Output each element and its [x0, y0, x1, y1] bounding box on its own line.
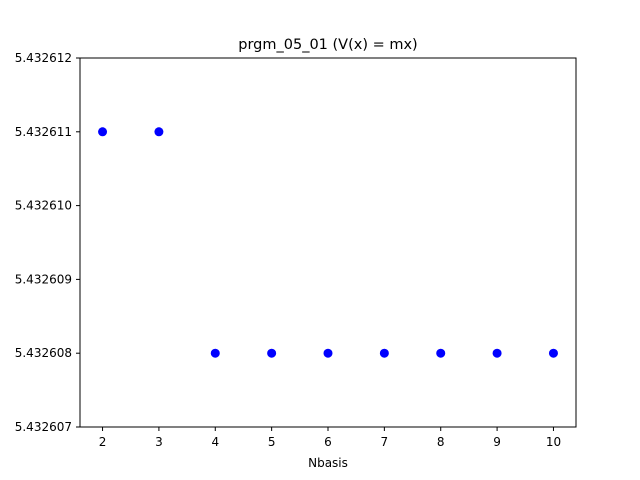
data-series — [98, 127, 558, 358]
x-tick-label: 3 — [155, 435, 163, 449]
x-tick-label: 2 — [99, 435, 107, 449]
y-tick-label: 5.432608 — [15, 346, 72, 360]
data-point — [98, 127, 108, 137]
x-tick-label: 7 — [381, 435, 389, 449]
y-axis-ticks: 5.432607 5.432608 5.432609 5.432610 5.432611… — [15, 51, 80, 434]
x-tick-label: 10 — [546, 435, 561, 449]
y-tick-label: 5.432611 — [15, 125, 72, 139]
data-point — [323, 348, 333, 358]
data-point — [548, 348, 558, 358]
data-point — [436, 348, 446, 358]
data-point — [210, 348, 220, 358]
x-tick-label: 5 — [268, 435, 276, 449]
y-tick-label: 5.432607 — [15, 420, 72, 434]
x-axis-label: Nbasis — [308, 456, 348, 470]
y-tick-label: 5.432612 — [15, 51, 72, 65]
data-point — [154, 127, 164, 137]
x-tick-label: 8 — [437, 435, 445, 449]
data-point — [379, 348, 389, 358]
x-tick-label: 9 — [493, 435, 501, 449]
data-point — [267, 348, 277, 358]
y-tick-label: 5.432610 — [15, 199, 72, 213]
x-tick-label: 6 — [324, 435, 332, 449]
data-point — [492, 348, 502, 358]
x-tick-label: 4 — [211, 435, 219, 449]
chart-title: prgm_05_01 (V(x) = mx) — [238, 37, 417, 53]
y-tick-label: 5.432609 — [15, 272, 72, 286]
x-axis-ticks: 2 3 4 5 6 7 8 9 10 — [99, 427, 561, 449]
plot-area-frame — [79, 57, 577, 428]
